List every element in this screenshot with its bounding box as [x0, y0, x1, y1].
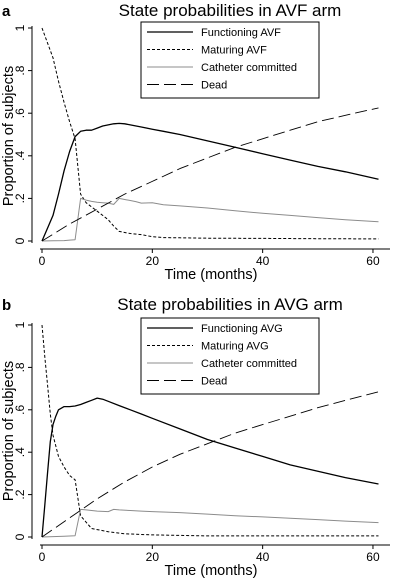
- y-tick-label: .6: [13, 108, 27, 118]
- y-tick-label: .8: [13, 362, 27, 372]
- y-tick-label: 1: [13, 24, 27, 31]
- panel-letter: a: [2, 3, 11, 20]
- legend-label: Functioning AVG: [201, 323, 283, 335]
- legend-label: Maturing AVF: [201, 45, 267, 57]
- y-axis-label: Proportion of subjects: [1, 361, 17, 501]
- legend-box: [140, 21, 320, 99]
- series-line-dead: [41, 391, 379, 538]
- legend-label: Dead: [201, 376, 227, 388]
- series-line-catheter-committed: [41, 508, 379, 538]
- legend: Functioning AVF Maturing AVF Catheter comm…: [140, 21, 320, 99]
- x-tick-label: 0: [39, 254, 46, 268]
- y-axis-label: Proportion of subjects: [1, 66, 17, 206]
- panel-letter: b: [2, 297, 11, 314]
- chart-panel-a: a State probabilities in AVF arm 0 .2 .4 .6 .8…: [1, 1, 390, 283]
- series-line-functioning-avg: [41, 397, 379, 538]
- y-tick-label: .8: [13, 65, 27, 75]
- chart-panel-b: b State probabilities in AVG arm 0 .2 .4 .6 .8…: [1, 295, 390, 579]
- y-tick-label: 1: [13, 321, 27, 328]
- x-tick-label: 40: [256, 550, 270, 564]
- x-axis-label: Time (months): [165, 563, 258, 579]
- legend-label: Catheter committed: [201, 62, 297, 74]
- y-tick-label: 0: [13, 237, 27, 244]
- legend-box: [140, 317, 320, 395]
- legend-label: Dead: [201, 80, 227, 92]
- x-tick-label: 20: [146, 254, 160, 268]
- legend-label: Functioning AVF: [201, 27, 281, 39]
- chart-title: State probabilities in AVF arm: [119, 1, 342, 20]
- x-tick-label: 60: [366, 550, 380, 564]
- x-tick-label: 20: [146, 550, 160, 564]
- y-tick-label: .2: [13, 489, 27, 499]
- x-axis-label: Time (months): [165, 267, 258, 283]
- y-tick-label: .4: [13, 150, 27, 160]
- x-tick-label: 60: [366, 254, 380, 268]
- x-tick-label: 40: [256, 254, 270, 268]
- x-tick-label: 0: [39, 550, 46, 564]
- series-line-catheter-committed: [41, 197, 379, 242]
- series-line-functioning-avf: [41, 122, 379, 242]
- series-line-maturing-avg: [41, 324, 379, 537]
- series-line-maturing-avf: [41, 27, 379, 240]
- chart-title: State probabilities in AVG arm: [117, 295, 343, 314]
- series-line-dead: [41, 107, 379, 242]
- y-tick-label: .2: [13, 193, 27, 203]
- y-tick-label: .6: [13, 404, 27, 414]
- y-tick-label: .4: [13, 447, 27, 457]
- legend-label: Catheter committed: [201, 358, 297, 370]
- y-tick-label: 0: [13, 533, 27, 540]
- legend-label: Maturing AVG: [201, 341, 269, 353]
- legend: Functioning AVG Maturing AVG Catheter comm…: [140, 317, 320, 395]
